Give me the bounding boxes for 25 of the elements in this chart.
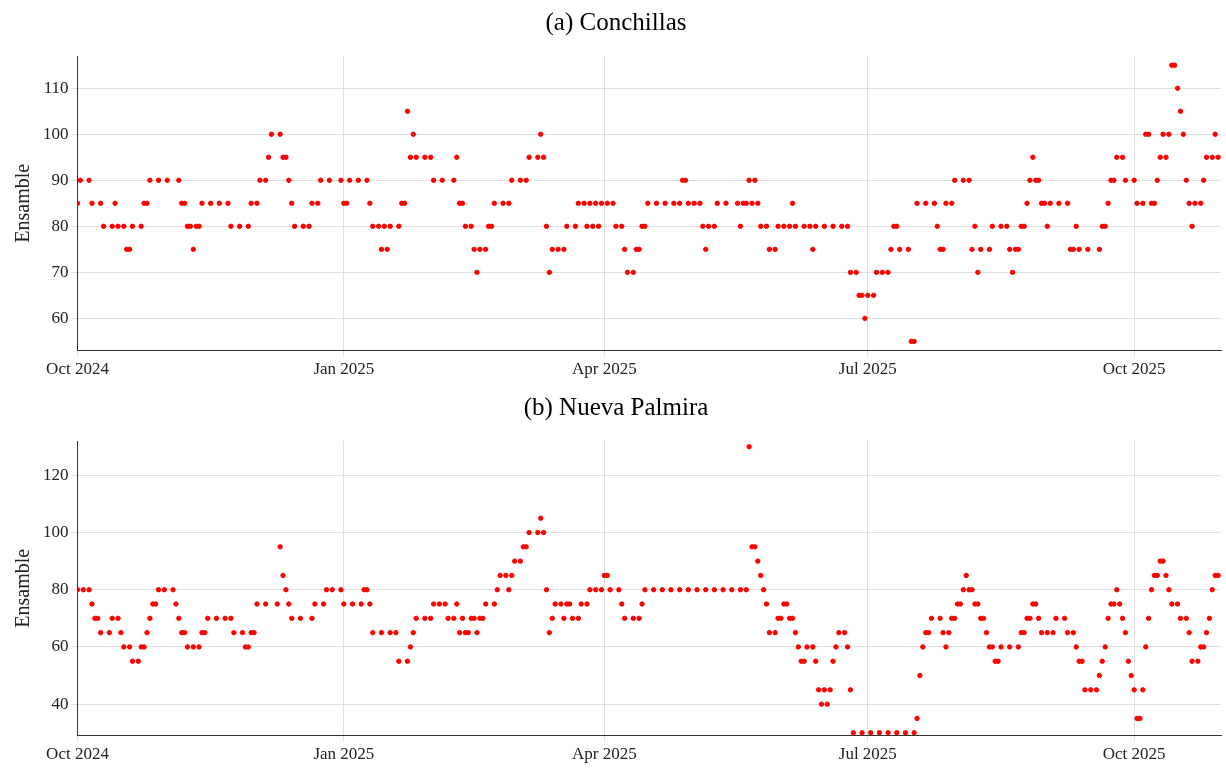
y-tick-label: 40 bbox=[51, 693, 69, 713]
y-tick-label: 90 bbox=[51, 169, 69, 189]
y-tick-label: 60 bbox=[51, 307, 69, 327]
x-tick-label: Apr 2025 bbox=[572, 744, 637, 764]
y-axis-title: Ensamble bbox=[11, 163, 34, 243]
x-tick-label: Jul 2025 bbox=[838, 744, 897, 764]
y-tick-label: 110 bbox=[43, 77, 69, 97]
y-axis-title: Ensamble bbox=[11, 548, 34, 628]
chart-title: (a) Conchillas bbox=[545, 7, 687, 36]
y-tick-label: 80 bbox=[51, 215, 69, 235]
chart-title: (b) Nueva Palmira bbox=[523, 392, 709, 421]
x-tick-label: Oct 2024 bbox=[46, 744, 110, 764]
x-tick-label: Jul 2025 bbox=[838, 359, 897, 379]
y-tick-label: 70 bbox=[51, 261, 69, 281]
x-tick-label: Apr 2025 bbox=[572, 359, 637, 379]
y-tick-label: 120 bbox=[43, 464, 69, 484]
x-tick-label: Oct 2025 bbox=[1102, 744, 1166, 764]
x-tick-label: Oct 2024 bbox=[46, 359, 110, 379]
x-tick-label: Jan 2025 bbox=[313, 359, 375, 379]
y-tick-label: 100 bbox=[43, 123, 69, 143]
y-tick-label: 100 bbox=[43, 521, 69, 541]
y-tick-label: 60 bbox=[51, 636, 69, 656]
y-tick-label: 80 bbox=[51, 579, 69, 599]
x-tick-label: Oct 2025 bbox=[1102, 359, 1166, 379]
x-tick-label: Jan 2025 bbox=[313, 744, 375, 764]
